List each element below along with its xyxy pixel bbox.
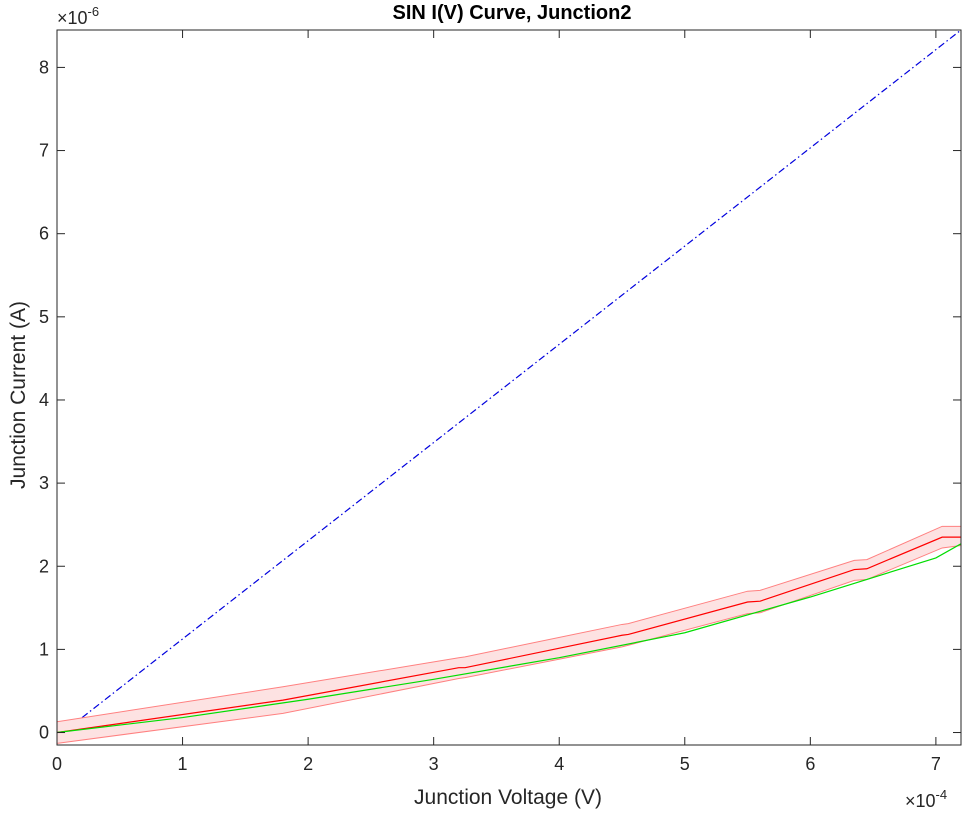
x-axis-label: Junction Voltage (V) <box>414 786 602 809</box>
y-tick-label: 8 <box>39 57 49 77</box>
x-tick-label: 5 <box>680 754 690 774</box>
measured-iv-line <box>57 536 961 734</box>
y-axis-exponent: ×10-6 <box>57 4 99 28</box>
y-axis-ticks: 0 1 2 3 4 5 6 7 8 <box>39 57 961 743</box>
y-tick-label: 5 <box>39 307 49 327</box>
y-tick-label: 1 <box>39 639 49 659</box>
chart-title: SIN I(V) Curve, Junction2 <box>393 2 632 24</box>
y-tick-label: 0 <box>39 723 49 743</box>
x-tick-label: 2 <box>303 754 313 774</box>
plot-area <box>57 30 961 744</box>
x-tick-label: 7 <box>931 754 941 774</box>
x-tick-label: 6 <box>805 754 815 774</box>
x-tick-label: 3 <box>429 754 439 774</box>
x-tick-label: 0 <box>52 754 62 774</box>
uncertainty-band-upper <box>57 525 961 723</box>
ohmic-reference-line <box>81 30 961 719</box>
x-tick-label: 4 <box>554 754 564 774</box>
x-axis-exponent: ×10-4 <box>905 787 947 811</box>
y-tick-label: 4 <box>39 390 49 410</box>
y-tick-label: 7 <box>39 141 49 161</box>
x-tick-label: 1 <box>178 754 188 774</box>
model-iv-line <box>57 543 961 734</box>
x-axis-ticks: 0 1 2 3 4 5 6 7 <box>52 30 941 774</box>
y-tick-label: 6 <box>39 224 49 244</box>
uncertainty-band-fill <box>57 526 961 744</box>
y-tick-label: 3 <box>39 473 49 493</box>
y-axis-label: Junction Current (A) <box>7 301 30 489</box>
uncertainty-band-lower <box>57 544 961 744</box>
plot-frame <box>56 29 962 746</box>
y-tick-label: 2 <box>39 556 49 576</box>
